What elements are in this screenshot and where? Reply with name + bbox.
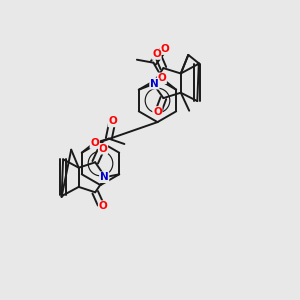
Text: O: O <box>161 44 170 54</box>
Text: O: O <box>152 49 161 59</box>
Text: O: O <box>90 138 99 148</box>
Text: O: O <box>158 73 166 83</box>
Text: O: O <box>99 201 107 211</box>
Text: N: N <box>150 79 159 89</box>
Text: O: O <box>153 107 162 117</box>
Text: O: O <box>108 116 117 127</box>
Text: O: O <box>99 144 107 154</box>
Text: N: N <box>100 172 109 182</box>
